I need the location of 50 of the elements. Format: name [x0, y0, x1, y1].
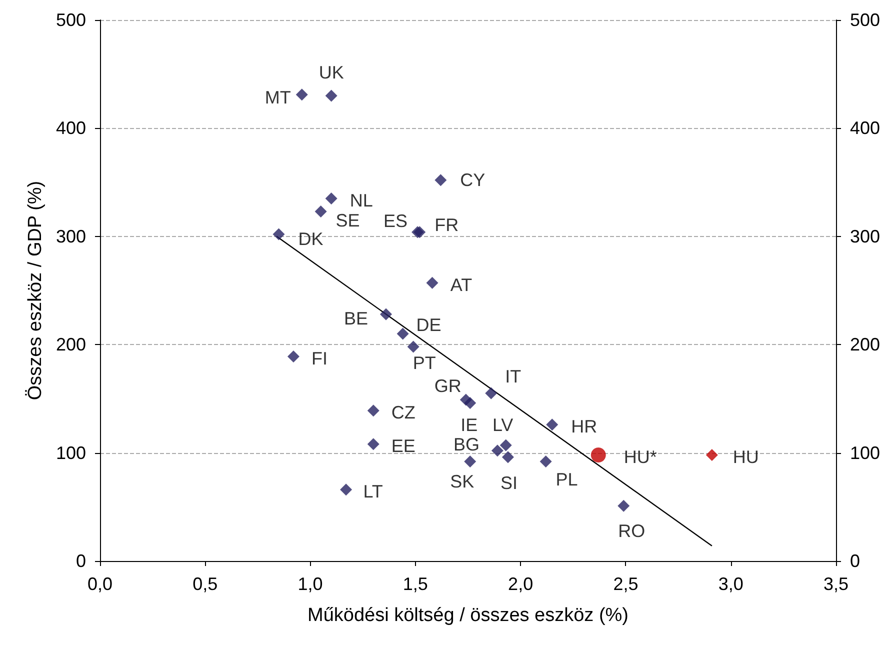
y2-tick-label: 200 — [850, 334, 880, 355]
y2-tick-label: 300 — [850, 226, 880, 246]
annotation: PT — [412, 352, 436, 373]
annotation: RO — [618, 520, 646, 541]
x-tick-label: 0,5 — [192, 574, 218, 594]
annotation: GR — [434, 376, 462, 396]
annotation: SI — [500, 473, 518, 494]
x-tick-label: 2,5 — [613, 574, 638, 594]
annotation: UK — [318, 62, 344, 83]
annotation: BE — [344, 308, 368, 328]
y-tick-label: 400 — [56, 118, 86, 138]
annotation: BG — [453, 434, 480, 455]
y2-tick-label: 400 — [850, 118, 880, 138]
x-tick-label: 2,0 — [508, 574, 534, 594]
y-tick-label: 100 — [56, 442, 86, 463]
y2-tick-label: 500 — [850, 10, 880, 30]
x-tick-label: 3,0 — [718, 574, 744, 594]
annotation: LT — [363, 482, 383, 502]
y-axis-title: Összes eszköz / GDP (%) — [25, 180, 46, 400]
annotation: IT — [505, 366, 522, 386]
y-tick-label: 500 — [56, 10, 86, 30]
annotation: DK — [298, 229, 324, 250]
x-axis-title: Működési költség / összes eszköz (%) — [307, 605, 629, 626]
annotation: HR — [571, 416, 598, 437]
annotation: PL — [556, 469, 578, 490]
annotation: NL — [350, 190, 373, 211]
y-tick-label: 0 — [76, 551, 86, 571]
annotation: DE — [416, 314, 442, 335]
annotation: MT — [264, 88, 291, 108]
annotation: SK — [450, 471, 474, 492]
annotation: CY — [460, 170, 486, 190]
y2-tick-label: 100 — [850, 442, 880, 463]
x-tick-label: 0,0 — [87, 574, 113, 594]
annotation: EE — [391, 436, 416, 456]
annotation: AT — [450, 274, 472, 295]
y2-tick-label: 0 — [850, 551, 860, 571]
annotation: SE — [336, 210, 360, 231]
annotation: CZ — [391, 402, 416, 423]
annotation: FI — [311, 348, 328, 368]
y-tick-label: 200 — [56, 334, 86, 355]
y-tick-label: 300 — [56, 226, 86, 246]
annotation: HU — [732, 446, 759, 467]
annotation: IE — [460, 415, 478, 436]
x-tick-label: 1,5 — [402, 574, 428, 594]
annotation: LV — [492, 415, 514, 436]
annotation: ES — [384, 211, 408, 232]
annotation: FR — [434, 215, 459, 236]
annotation: HU* — [624, 446, 657, 467]
x-tick-label: 1,0 — [298, 574, 323, 594]
x-tick-label: 3,5 — [823, 574, 849, 594]
